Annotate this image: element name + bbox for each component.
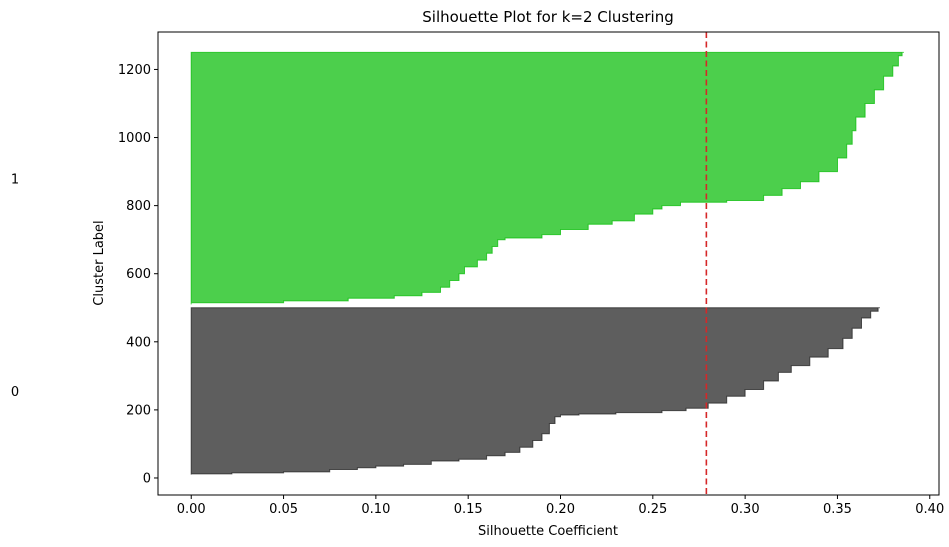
y-tick-label: 0 — [143, 471, 151, 486]
cluster-0-label: 0 — [11, 385, 19, 400]
y-tick-label: 200 — [126, 403, 151, 418]
plot-frame — [157, 31, 940, 496]
cluster-1-silhouette — [190, 51, 904, 305]
x-tick-label: 0.40 — [915, 502, 944, 517]
y-tick-label: 800 — [126, 199, 151, 214]
chart-title: Silhouette Plot for k=2 Clustering — [422, 8, 673, 26]
y-tick-label: 600 — [126, 267, 151, 282]
y-tick-label: 1200 — [118, 63, 151, 78]
axes: 0.00 0.05 0.10 0.15 0.20 0.25 0.30 0.35 0.40 0 200… — [118, 31, 944, 517]
x-tick-label: 0.20 — [546, 502, 575, 517]
cluster-0-silhouette — [190, 307, 880, 475]
plot-area: 01 — [11, 32, 904, 495]
y-tick-label: 400 — [126, 335, 151, 350]
x-tick-label: 0.10 — [361, 502, 390, 517]
x-tick-label: 0.00 — [177, 502, 206, 517]
x-axis-label: Silhouette Coefficient — [478, 524, 618, 539]
cluster-1-label: 1 — [11, 172, 19, 187]
x-tick-label: 0.30 — [731, 502, 760, 517]
y-axis-label: Cluster Label — [92, 220, 107, 305]
x-tick-label: 0.05 — [269, 502, 298, 517]
x-tick-label: 0.25 — [638, 502, 667, 517]
x-tick-label: 0.35 — [823, 502, 852, 517]
x-tick-label: 0.15 — [454, 502, 483, 517]
y-tick-label: 1000 — [118, 131, 151, 146]
